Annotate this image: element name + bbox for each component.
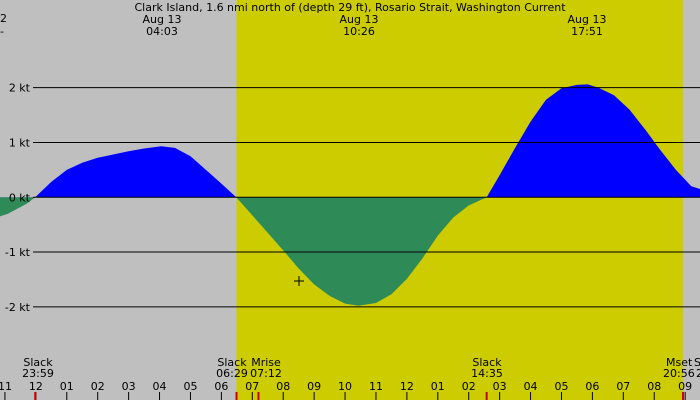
event-tick — [34, 392, 37, 400]
event-tick — [485, 392, 488, 400]
event-time: 07:12 — [250, 367, 282, 380]
crosshair-marker — [294, 276, 304, 286]
grid-layer — [33, 87, 700, 308]
hour-tick-label: 06 — [214, 380, 228, 393]
peak-date-label: Aug 13 — [568, 13, 607, 26]
y-axis-labels: 2 kt 1 kt 0 kt -1 kt -2 kt — [5, 82, 31, 314]
hour-tick-label: 12 — [400, 380, 414, 393]
peak-date-label: Aug 13 — [340, 13, 379, 26]
ebb-current-area — [0, 197, 700, 306]
hour-tick-label: 07 — [616, 380, 630, 393]
event-label: Slack — [472, 356, 502, 369]
hour-tick-label: 02 — [462, 380, 476, 393]
hour-tick-label: 01 — [60, 380, 74, 393]
y-tick-label: -2 kt — [5, 301, 31, 314]
y-tick-label: 0 kt — [9, 191, 31, 204]
hour-tick-label: 10 — [338, 380, 352, 393]
event-time: 20:56 — [663, 367, 695, 380]
event-label: Mrise — [251, 356, 281, 369]
hour-tick-label: 08 — [276, 380, 290, 393]
event-label: Slack — [217, 356, 247, 369]
hour-tick-label: 08 — [647, 380, 661, 393]
left-edge-fragment: 2 — [0, 12, 7, 25]
hour-tick-label: 04 — [153, 380, 167, 393]
event-time: 23:59 — [22, 367, 54, 380]
hour-tick-label: 11 — [369, 380, 383, 393]
y-tick-label: -1 kt — [5, 246, 31, 259]
hour-tick-label: 12 — [29, 380, 43, 393]
hour-tick-label: 09 — [307, 380, 321, 393]
event-time: 14:35 — [471, 367, 503, 380]
hour-tick-label: 09 — [678, 380, 692, 393]
event-time: 2 — [696, 367, 700, 380]
hour-tick-label: 05 — [554, 380, 568, 393]
peak-date-label: Aug 13 — [143, 13, 182, 26]
y-tick-label: 2 kt — [9, 82, 31, 95]
peak-time-label: 10:26 — [343, 25, 375, 38]
hour-tick-label: 05 — [183, 380, 197, 393]
event-time: 06:29 — [216, 367, 248, 380]
hour-tick-label: 07 — [245, 380, 259, 393]
event-label: Mset — [666, 356, 693, 369]
event-label: Slack — [23, 356, 53, 369]
hour-tick-label: 03 — [493, 380, 507, 393]
y-tick-label: 1 kt — [9, 136, 31, 149]
hour-tick-label: 03 — [122, 380, 136, 393]
flood-current-area — [35, 84, 700, 198]
peak-time-label: 17:51 — [571, 25, 603, 38]
event-tick — [257, 392, 260, 400]
peak-time-label: 04:03 — [146, 25, 178, 38]
event-label: S — [694, 356, 700, 369]
chart-title: Clark Island, 1.6 nmi north of (depth 29… — [134, 1, 566, 14]
hour-tick-label: 06 — [585, 380, 599, 393]
current-area-layer — [0, 84, 700, 306]
hour-tick-label: 11 — [0, 380, 12, 393]
hour-axis: 11 12 01 02 03 04 05 06 07 08 09 10 11 12 01 02 03 04 05 06… — [0, 380, 692, 400]
hour-tick-label: 02 — [91, 380, 105, 393]
hour-tick-label: 01 — [431, 380, 445, 393]
event-tick — [235, 392, 238, 400]
left-edge-fragment: - — [0, 25, 4, 38]
event-tick — [681, 392, 684, 400]
hour-tick-label: 04 — [524, 380, 538, 393]
